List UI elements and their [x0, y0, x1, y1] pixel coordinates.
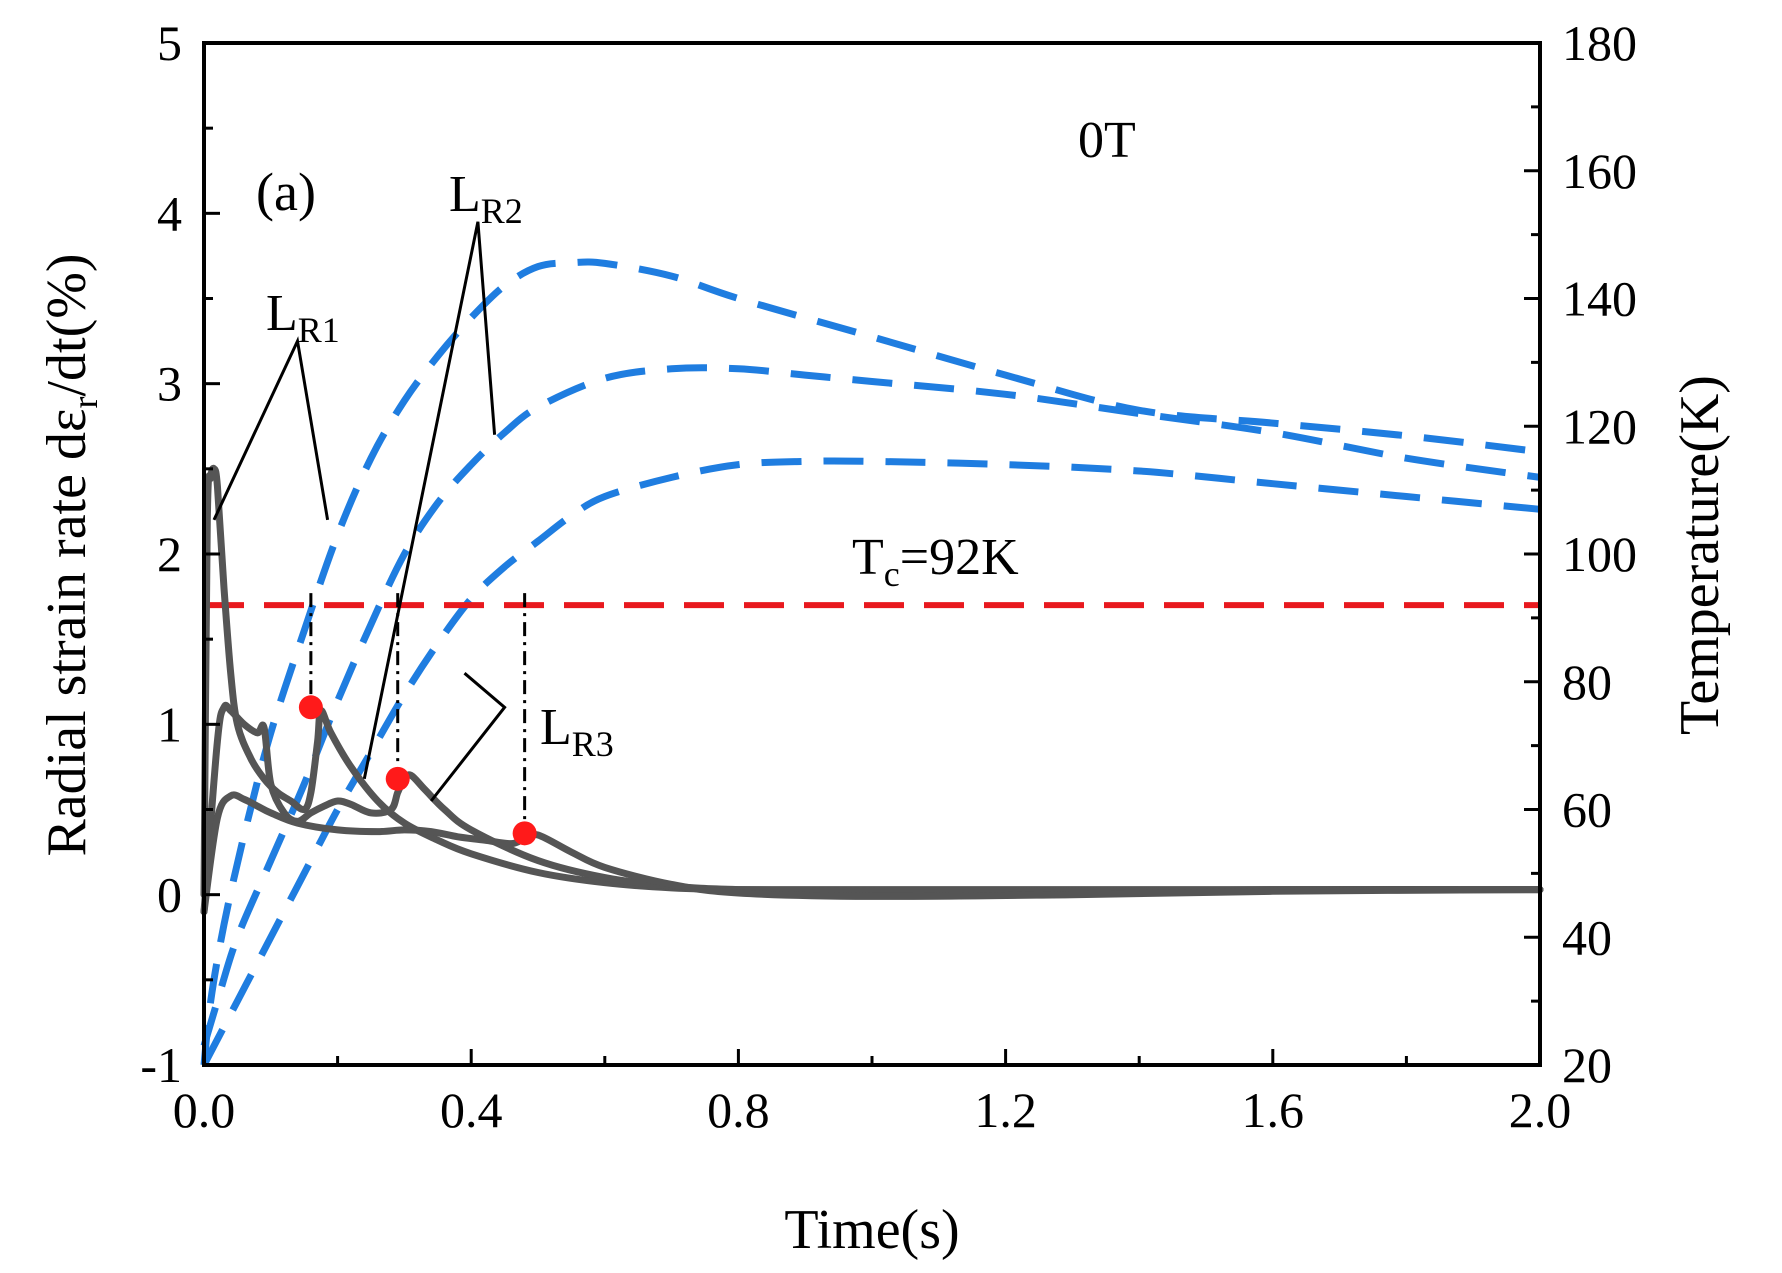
- left-y-axis-label-sub: r: [65, 397, 105, 409]
- y-left-tick-label: 3: [157, 356, 182, 412]
- y-right-tick-label: 60: [1562, 782, 1612, 838]
- y-left-tick-label: 4: [157, 185, 182, 241]
- onset-marker-2: [385, 766, 410, 791]
- annotation-lr3: LR3: [540, 699, 614, 764]
- annotation-lr1-main: L: [266, 285, 298, 342]
- x-tick-label: 1.2: [974, 1082, 1037, 1138]
- y-right-tick-label: 160: [1562, 143, 1637, 199]
- annotation-lr2-main: L: [449, 166, 481, 223]
- left-y-axis-label: Radial strain rate dεr/dt(%): [36, 253, 105, 856]
- strain-curve-2: [200, 701, 1544, 916]
- y-right-tick-label: 80: [1562, 654, 1612, 710]
- tc-label-sub: c: [884, 554, 900, 594]
- y-right-tick-label: 120: [1562, 398, 1637, 454]
- left-y-axis-label-main: Radial strain rate dε: [36, 409, 98, 857]
- field-label: 0T: [1078, 112, 1136, 169]
- annotation-lr3-main: L: [540, 699, 572, 756]
- y-left-tick-label: 1: [157, 696, 182, 752]
- annotation-lr1: LR1: [266, 285, 340, 350]
- y-right-tick-label: 40: [1562, 909, 1612, 965]
- y-right-tick-label: 20: [1562, 1037, 1612, 1093]
- leader-lr2: [362, 221, 497, 780]
- temperature-curve-2: [200, 364, 1541, 1047]
- y-left-tick-label: 2: [157, 526, 182, 582]
- x-tick-label: 2.0: [1509, 1082, 1572, 1138]
- onset-marker-3: [512, 821, 537, 846]
- y-right-tick-label: 100: [1562, 526, 1637, 582]
- tc-label: Tc=92K: [852, 529, 1019, 594]
- annotation-lr2-sub: R2: [481, 191, 523, 231]
- leader-line-layer: [212, 221, 507, 802]
- x-tick-label: 0.0: [173, 1082, 236, 1138]
- y-left-tick-label: -1: [140, 1037, 182, 1093]
- y-left-tick-label: 5: [157, 15, 182, 71]
- right-y-axis-label: Temperature(K): [1669, 375, 1731, 735]
- onset-marker-1: [298, 695, 323, 720]
- x-tick-label: 0.4: [440, 1082, 503, 1138]
- y-left-tick-label: 0: [157, 867, 182, 923]
- y-right-tick-label: 140: [1562, 271, 1637, 327]
- left-y-axis-label-tail: /dt(%): [36, 253, 98, 396]
- leader-lr3: [429, 672, 507, 802]
- marker-layer: [298, 695, 537, 846]
- annotation-lr1-sub: R1: [298, 310, 340, 350]
- x-axis-label: Time(s): [784, 1199, 959, 1261]
- leader-lr1: [212, 336, 330, 521]
- tc-label-main: T: [852, 529, 884, 586]
- annotation-lr3-sub: R3: [572, 724, 614, 764]
- x-axis-ticks: 0.0 0.4 0.8 1.2 1.6 2.0: [173, 1049, 1572, 1138]
- x-tick-label: 1.6: [1242, 1082, 1305, 1138]
- right-y-axis-ticks: 20 40 60 80 100 120 140 160 180: [1524, 15, 1637, 1093]
- drop-line-layer: [309, 593, 527, 834]
- left-y-axis-ticks: -1 0 1 2 3 4 5: [140, 15, 220, 1093]
- x-tick-label: 0.8: [707, 1082, 770, 1138]
- annotation-lr2: LR2: [449, 166, 523, 231]
- panel-label: (a): [256, 162, 316, 222]
- y-right-tick-label: 180: [1562, 15, 1637, 71]
- strain-curve-3: [200, 791, 1544, 916]
- tc-label-tail: =92K: [900, 529, 1019, 586]
